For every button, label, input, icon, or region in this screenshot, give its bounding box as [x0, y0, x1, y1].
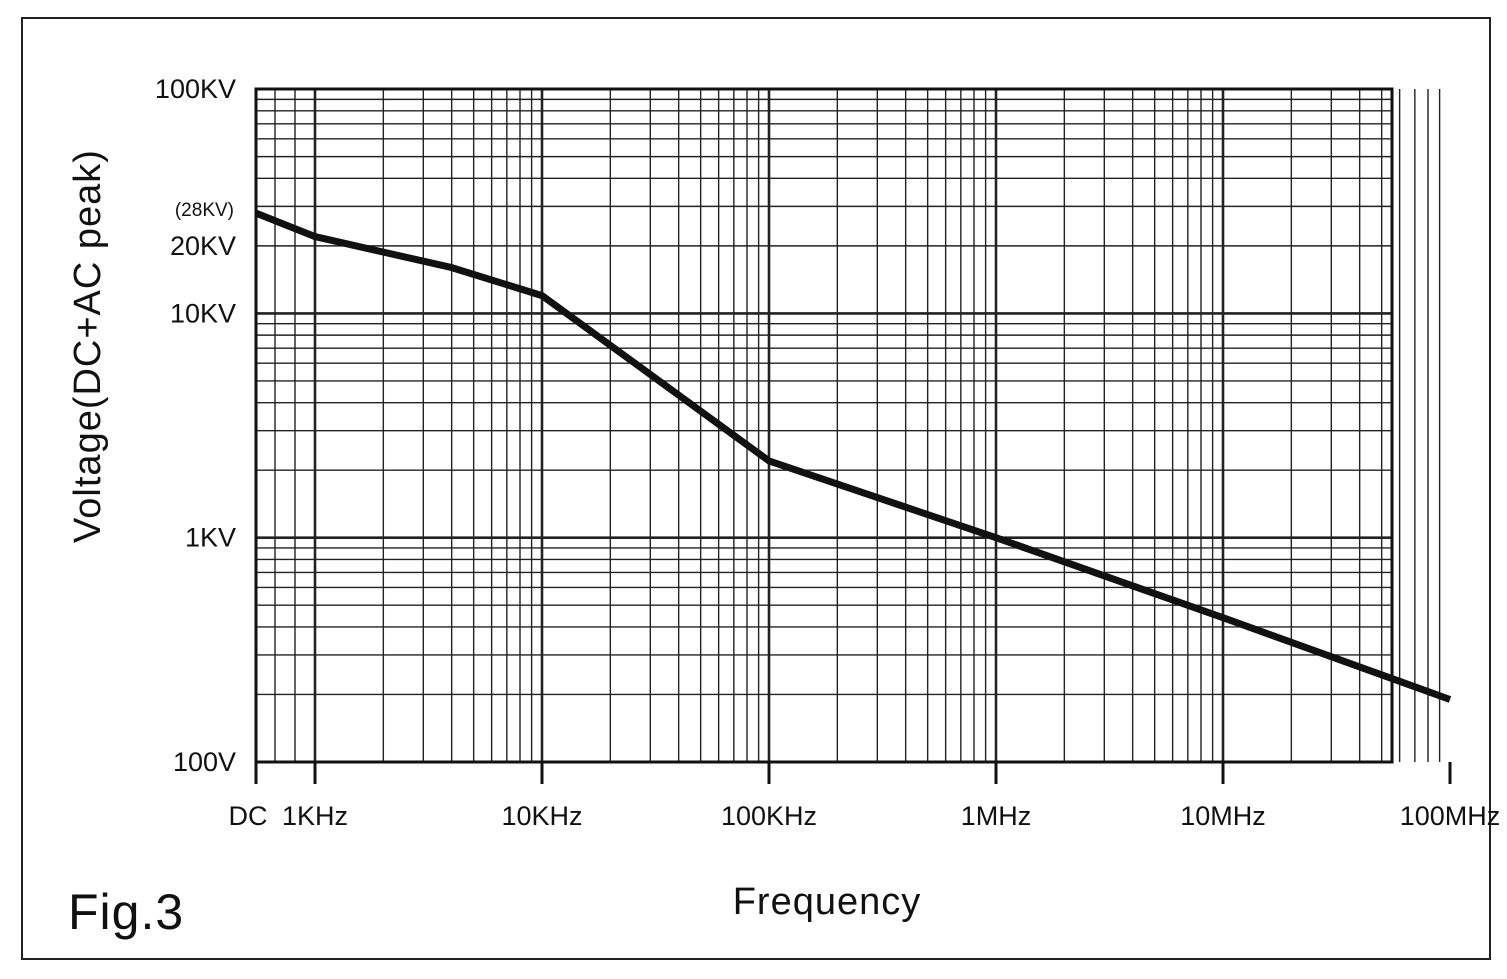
figure-label: Fig.3 — [68, 884, 184, 940]
plot-area-border — [254, 87, 1394, 764]
x-axis-ticks: DC 1KHz 10KHz 100KHz 1MHz 10MHz 100MHz — [229, 762, 1501, 831]
x-tick-label: DC — [229, 801, 268, 831]
y-tick-label: 100KV — [155, 74, 236, 104]
x-axis-title: Frequency — [733, 881, 922, 923]
y-tick-label: 100V — [173, 747, 236, 777]
figure-frame — [21, 17, 1491, 960]
y-tick-label: 10KV — [170, 298, 236, 328]
grid — [256, 89, 1441, 764]
y-axis-ticks: 100V 1KV 10KV 20KV 100KV — [155, 74, 236, 777]
series-line — [254, 209, 1452, 703]
y-tick-label: 20KV — [170, 231, 236, 261]
y-axis-title: Voltage(DC+AC peak) — [67, 149, 109, 543]
x-tick-label: 100MHz — [1400, 801, 1501, 831]
x-tick-label: 10KHz — [501, 801, 582, 831]
y-tick-label: 1KV — [185, 523, 236, 553]
x-tick-label: 10MHz — [1180, 801, 1266, 831]
annotation-28kv: (28KV) — [175, 200, 234, 221]
series — [254, 209, 1452, 703]
x-tick-label: 100KHz — [721, 801, 817, 831]
x-tick-label: 1KHz — [282, 801, 348, 831]
x-tick-label: 1MHz — [961, 801, 1032, 831]
